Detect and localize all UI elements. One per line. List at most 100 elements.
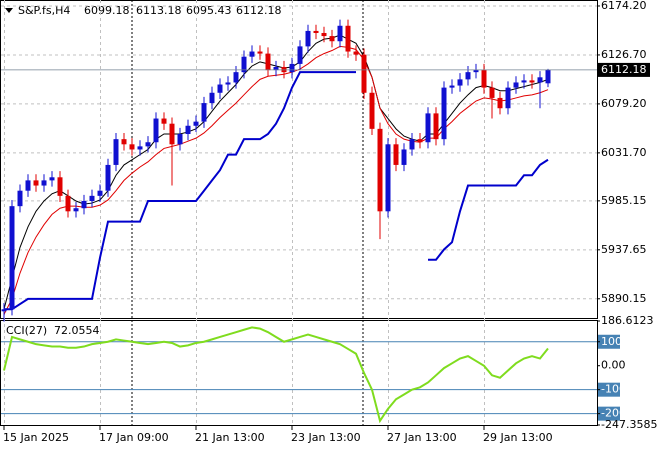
y-tick-label: 6031.70 (601, 146, 647, 159)
candle-body (273, 67, 279, 71)
candle-body (57, 177, 63, 196)
candle-body (313, 30, 319, 33)
candle-body (473, 70, 479, 73)
candle-body (193, 121, 199, 126)
candle-body (257, 51, 263, 54)
candle-body (105, 164, 111, 191)
candle-body (393, 144, 399, 165)
candle-body (345, 25, 351, 52)
candle-body (545, 69, 551, 84)
candle-body (121, 139, 127, 145)
chart-title: S&P.fs,H4 (18, 4, 70, 17)
candle-body (49, 177, 55, 181)
x-tick-label: 29 Jan 13:00 (483, 431, 553, 444)
candle-body (361, 54, 367, 93)
candle-body (481, 70, 487, 88)
candle-body (505, 87, 511, 109)
indicator-line (4, 71, 549, 311)
y-tick-label: -200 (601, 407, 626, 420)
candle-body (497, 97, 503, 109)
candle-body (225, 82, 231, 85)
candle-body (249, 51, 255, 57)
candle-body (153, 118, 159, 143)
level-label-bg (598, 406, 620, 421)
y-tick-label: 5937.65 (601, 243, 647, 256)
candle-body (33, 180, 39, 186)
candle-body (129, 144, 135, 150)
candle-body (425, 113, 431, 143)
x-tick-label: 17 Jan 09:00 (99, 431, 169, 444)
candle-body (369, 92, 375, 129)
candle-body (537, 77, 543, 83)
y-tick-label: 6126.70 (601, 48, 647, 61)
level-label-bg (598, 334, 620, 349)
level-label-bg (598, 382, 620, 397)
last-price-label: 6112.18 (601, 63, 647, 76)
candle-body (65, 195, 71, 212)
candle-body (81, 201, 87, 209)
x-tick-label: 27 Jan 13:00 (387, 431, 457, 444)
y-tick-label: 6079.20 (601, 97, 647, 110)
candle-body (521, 80, 527, 83)
y-tick-label: 0.00 (601, 359, 626, 372)
candle-body (385, 144, 391, 212)
candle-body (305, 30, 311, 47)
candle-body (113, 139, 119, 165)
ohlc-low: 6095.43 (186, 4, 232, 17)
candle-body (529, 80, 535, 83)
candle-body (417, 139, 423, 143)
candle-body (25, 180, 31, 191)
candle-body (201, 103, 207, 122)
candle-body (329, 36, 335, 42)
candle-body (17, 190, 23, 207)
candle-body (137, 146, 143, 150)
candle-body (489, 87, 495, 98)
main-frame (0, 0, 598, 319)
cci-value: 72.0554 (54, 324, 100, 337)
candle-body (41, 180, 47, 186)
candle-body (265, 53, 271, 71)
cci-line (3, 326, 549, 424)
x-tick-label: 15 Jan 2025 (3, 431, 69, 444)
candle-body (401, 149, 407, 165)
candle-body (241, 56, 247, 73)
y-tick-label: -247.3585 (601, 418, 657, 431)
candle-body (9, 206, 15, 310)
candle-body (209, 92, 215, 104)
candle-body (97, 190, 103, 196)
candle-body (321, 32, 327, 37)
y-tick-label: 100 (601, 335, 622, 348)
x-tick-label: 23 Jan 13:00 (291, 431, 361, 444)
candle-body (217, 84, 223, 93)
candle-body (353, 51, 359, 55)
candle-body (233, 72, 239, 83)
candle-body (433, 113, 439, 140)
candle-body (513, 82, 519, 88)
candle-body (145, 142, 151, 147)
candle-body (377, 128, 383, 212)
y-tick-label: 5890.15 (601, 292, 647, 305)
candle-body (337, 25, 343, 42)
y-tick-label: -100 (601, 383, 626, 396)
last-price-bg (598, 62, 650, 77)
candle-body (1, 309, 7, 312)
candle-body (457, 79, 463, 86)
candle-body (177, 134, 183, 145)
y-tick-label: 5985.15 (601, 194, 647, 207)
candle-body (289, 63, 295, 73)
candle-body (185, 125, 191, 135)
ohlc-close: 6112.18 (236, 4, 282, 17)
candle-body (441, 87, 447, 140)
ohlc-high: 6113.18 (136, 4, 182, 17)
y-tick-label: 6174.20 (601, 0, 647, 12)
candle-body (449, 85, 455, 88)
candle-body (297, 46, 303, 64)
cci-title: CCI(27) (6, 324, 47, 337)
candle-body (161, 118, 167, 124)
candle-body (465, 72, 471, 80)
ohlc-open: 6099.18 (84, 4, 130, 17)
candle-body (169, 123, 175, 145)
cci-frame (0, 320, 598, 426)
